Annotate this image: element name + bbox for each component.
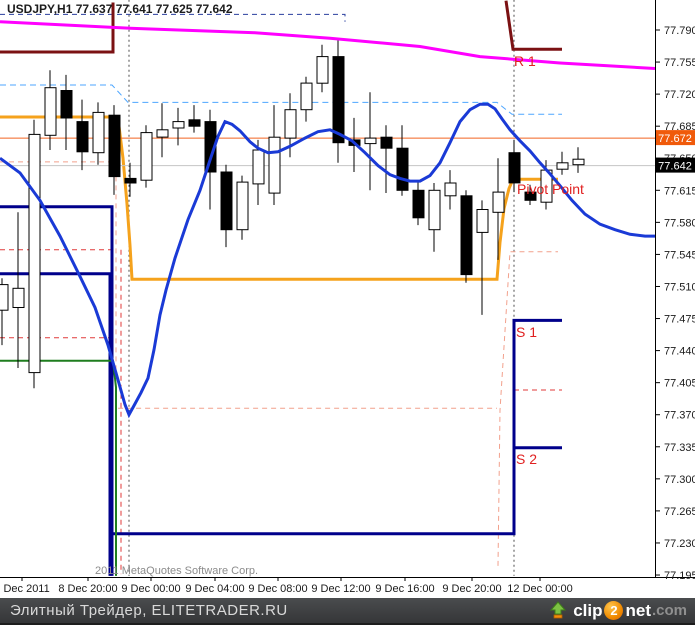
logo-text-com: .com bbox=[651, 602, 687, 619]
alert-price-badge-label: 77.672 bbox=[658, 133, 692, 145]
time-tick-label: 9 Dec 12:00 bbox=[311, 583, 370, 595]
footer-bar: Элитный Трейдер, ELITETRADER.RU clip 2 n… bbox=[0, 598, 695, 625]
candle bbox=[412, 189, 425, 219]
time-tick-label: 9 Dec 20:00 bbox=[442, 583, 501, 595]
s-step-line-navy bbox=[112, 318, 562, 536]
time-tick-label: 9 Dec 08:00 bbox=[248, 583, 307, 595]
candle bbox=[252, 149, 265, 185]
candle bbox=[364, 137, 377, 145]
r1-step-line bbox=[0, 2, 115, 54]
candle bbox=[60, 90, 73, 119]
candle bbox=[476, 209, 489, 233]
price-tick-label: 77.300 bbox=[664, 474, 695, 486]
candle bbox=[492, 191, 505, 213]
plot-region: R 1 Pivot Point S 1 S 2 2011 MetaQuotes Soft… bbox=[0, 0, 655, 577]
weekly-dashed-blue-level bbox=[0, 84, 562, 115]
candle bbox=[108, 114, 121, 178]
chart-area[interactable]: R 1 Pivot Point S 1 S 2 2011 MetaQuotes Soft… bbox=[0, 0, 695, 598]
pivot-label: Pivot Point bbox=[517, 181, 584, 197]
bid-price-badge bbox=[656, 157, 695, 173]
price-tick-label: 77.195 bbox=[664, 570, 695, 582]
candle bbox=[0, 284, 9, 311]
candle bbox=[508, 152, 521, 184]
price-tick-label: 77.545 bbox=[664, 249, 695, 261]
logo-text-net: net bbox=[625, 600, 651, 620]
time-tick-label: 12 Dec 00:00 bbox=[507, 583, 572, 595]
candle bbox=[380, 136, 393, 149]
candle bbox=[524, 191, 537, 201]
price-tick-label: 77.615 bbox=[664, 185, 695, 197]
s-step-line-green bbox=[0, 359, 117, 576]
candle bbox=[188, 119, 201, 127]
candle bbox=[124, 177, 137, 184]
candle bbox=[316, 56, 329, 84]
candle bbox=[444, 182, 457, 197]
upper-dashed-navy-level bbox=[0, 13, 346, 22]
bid-price-badge-label: 77.642 bbox=[658, 161, 692, 173]
ma-fast-blue bbox=[0, 102, 655, 419]
metaquotes-watermark: 2011 MetaQuotes Software Corp. bbox=[95, 565, 258, 577]
pivot-label: R 1 bbox=[514, 53, 536, 69]
time-tick-label: 9 Dec 16:00 bbox=[375, 583, 434, 595]
r1-step-line bbox=[504, 0, 562, 51]
time-tick-label: 8 Dec 20:00 bbox=[58, 583, 117, 595]
candle bbox=[92, 111, 105, 154]
candle bbox=[12, 287, 25, 308]
candle bbox=[572, 158, 585, 166]
time-tick-label: 9 Dec 00:00 bbox=[121, 583, 180, 595]
candle bbox=[236, 181, 249, 231]
candle bbox=[172, 121, 185, 129]
time-tick-label: 9 Dec 04:00 bbox=[185, 583, 244, 595]
logo-text-clip: clip bbox=[573, 600, 603, 620]
price-tick-label: 77.720 bbox=[664, 89, 695, 101]
candle bbox=[220, 171, 233, 231]
candle bbox=[44, 87, 57, 136]
time-tick-label: 8 Dec 2011 bbox=[0, 583, 50, 595]
price-tick-label: 77.475 bbox=[664, 314, 695, 326]
candle bbox=[140, 132, 153, 181]
footer-watermark-text: Элитный Трейдер, ELITETRADER.RU bbox=[10, 602, 288, 619]
price-tick-label: 77.405 bbox=[664, 378, 695, 390]
logo-circle-2: 2 bbox=[604, 601, 624, 620]
price-tick-label: 77.510 bbox=[664, 281, 695, 293]
candle bbox=[284, 109, 297, 139]
price-tick-label: 77.335 bbox=[664, 442, 695, 454]
candle bbox=[556, 162, 569, 170]
price-tick-label: 77.580 bbox=[664, 217, 695, 229]
candle bbox=[428, 189, 441, 231]
candle bbox=[156, 129, 169, 138]
candle bbox=[300, 82, 313, 111]
candle bbox=[460, 195, 473, 276]
ma-slow-magenta bbox=[0, 20, 655, 70]
candle bbox=[332, 56, 345, 144]
upload-arrow-icon bbox=[550, 600, 567, 618]
candle bbox=[268, 136, 281, 194]
s-step-line-navy bbox=[0, 272, 112, 576]
alert-price-badge bbox=[656, 130, 695, 146]
price-tick-label: 77.790 bbox=[664, 25, 695, 37]
price-tick-label: 77.265 bbox=[664, 506, 695, 518]
m-level-dashed-salmon bbox=[497, 251, 558, 566]
candle bbox=[396, 147, 409, 191]
price-tick-label: 77.230 bbox=[664, 538, 695, 550]
candle bbox=[28, 133, 41, 374]
price-tick-label: 77.440 bbox=[664, 346, 695, 358]
clip2net-logo: clip 2 net .com bbox=[548, 601, 687, 621]
chart-ohlc-title: USDJPY,H1 77.637 77.641 77.625 77.642 bbox=[7, 2, 233, 16]
price-tick-label: 77.370 bbox=[664, 410, 695, 422]
candle bbox=[76, 121, 89, 153]
pivot-label: S 1 bbox=[516, 324, 537, 340]
price-tick-label: 77.755 bbox=[664, 57, 695, 69]
pivot-label: S 2 bbox=[516, 451, 537, 467]
s-step-line-navy bbox=[0, 205, 114, 576]
